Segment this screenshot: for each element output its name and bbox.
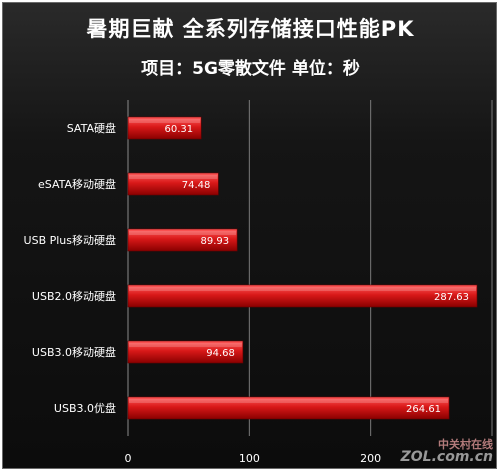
grid-lines bbox=[127, 100, 493, 436]
bar-highlight bbox=[129, 399, 449, 403]
bar bbox=[127, 172, 219, 196]
category-label: eSATA移动硬盘 bbox=[38, 177, 116, 191]
bar-highlight bbox=[129, 175, 218, 179]
x-tick-label: 100 bbox=[239, 452, 260, 465]
category-label: USB2.0移动硬盘 bbox=[32, 289, 116, 303]
data-label: 287.63 bbox=[434, 292, 469, 303]
data-label: 94.68 bbox=[206, 348, 235, 359]
category-label: USB Plus移动硬盘 bbox=[24, 233, 116, 247]
chart-subtitle: 项目：5G零散文件 单位：秒 bbox=[141, 59, 360, 79]
watermark-logo: 中关村在线 ZOL.com.cn bbox=[400, 437, 493, 466]
bar bbox=[127, 340, 244, 364]
category-label: USB3.0移动硬盘 bbox=[32, 345, 116, 359]
data-label: 89.93 bbox=[200, 236, 229, 247]
chart-title: 暑期巨献 全系列存储接口性能PK bbox=[86, 17, 415, 41]
bar bbox=[127, 116, 202, 140]
data-label: 60.31 bbox=[165, 124, 194, 135]
x-tick-label: 0 bbox=[125, 452, 132, 465]
category-labels: SATA硬盘 eSATA移动硬盘 USB Plus移动硬盘 USB2.0移动硬盘 USB… bbox=[24, 121, 116, 415]
category-label: SATA硬盘 bbox=[67, 121, 116, 135]
x-tick-label: 200 bbox=[360, 452, 381, 465]
bar-highlight bbox=[129, 231, 237, 235]
bar bbox=[127, 228, 238, 252]
bar-highlight bbox=[129, 287, 476, 291]
category-label: USB3.0优盘 bbox=[54, 401, 116, 415]
bar bbox=[127, 284, 478, 308]
bar bbox=[127, 396, 450, 420]
bar-highlight bbox=[129, 343, 242, 347]
data-label: 74.48 bbox=[182, 180, 211, 191]
x-axis-ticks: 0 100 200 bbox=[125, 452, 382, 465]
bars: 60.31 74.48 89.93 287.63 94.68 264.61 bbox=[127, 116, 478, 420]
data-label: 264.61 bbox=[406, 404, 441, 415]
bar-highlight bbox=[129, 119, 201, 123]
